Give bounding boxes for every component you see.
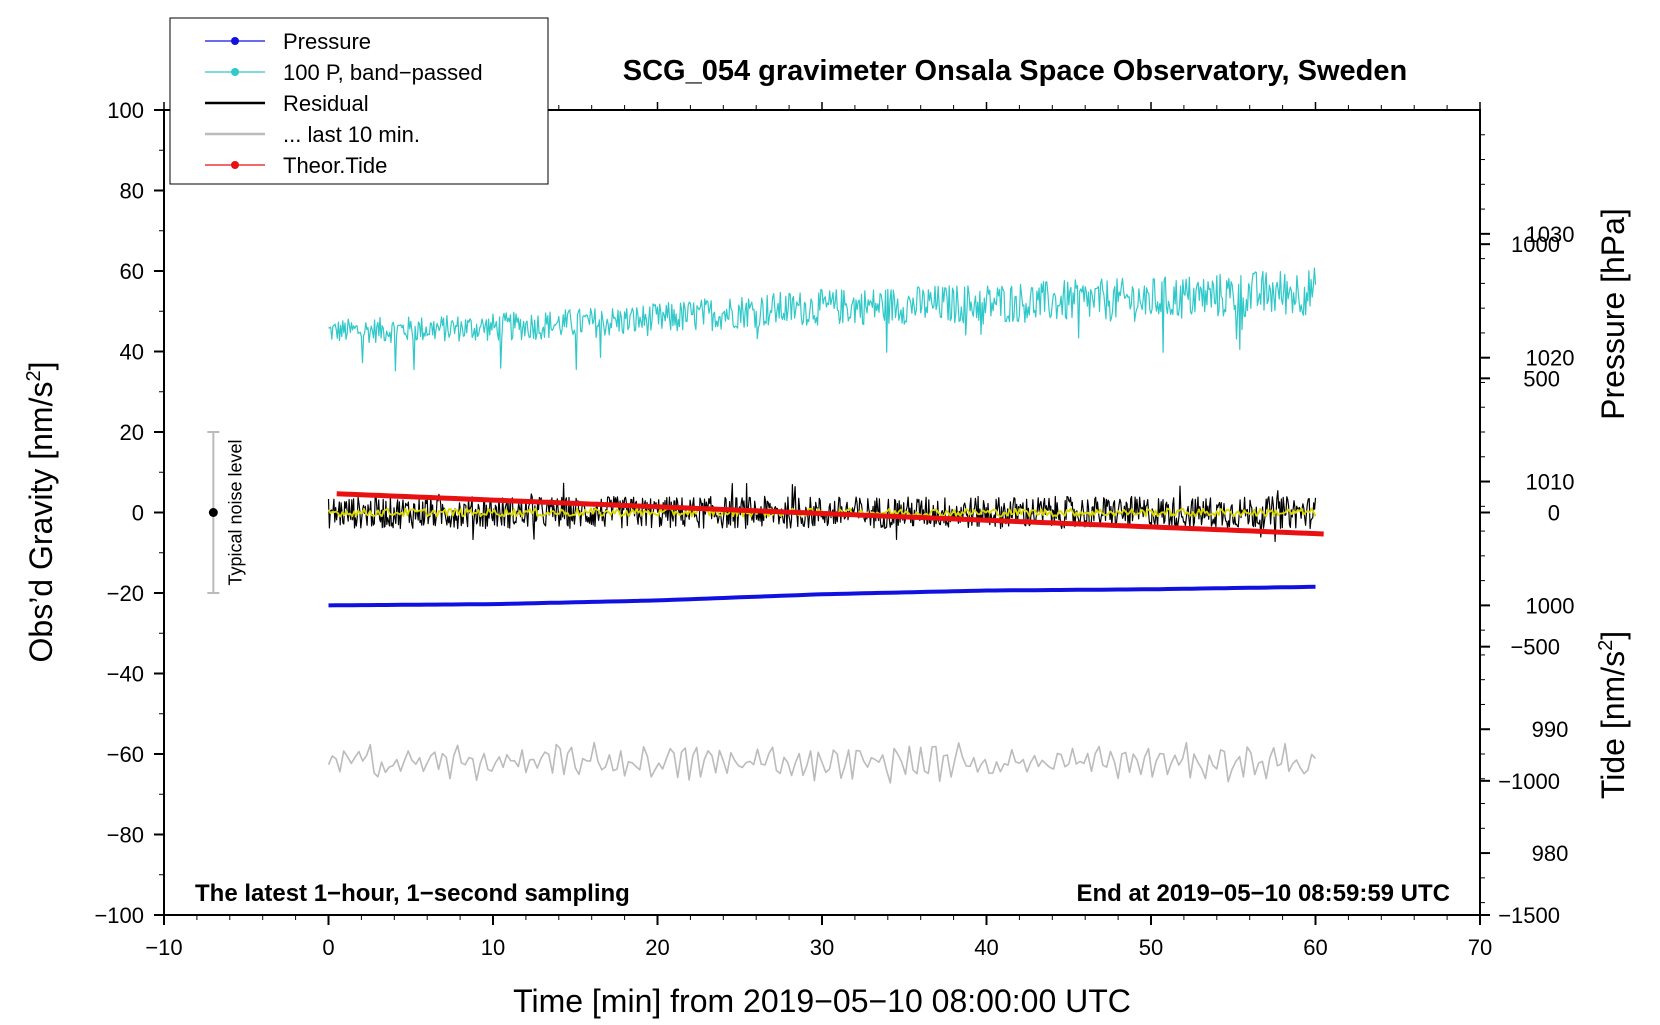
pressure-tick-label: 990 <box>1532 717 1569 742</box>
noise-level-indicator: Typical noise level <box>207 431 245 594</box>
tide-tick-label: 1000 <box>1511 232 1560 257</box>
y-left-tick-label: 100 <box>107 98 144 123</box>
y-left-tick-label: −60 <box>107 742 144 767</box>
x-tick-label: 20 <box>645 935 669 960</box>
annotation-sampling: The latest 1−hour, 1−second sampling <box>195 880 630 907</box>
legend-label: Pressure <box>283 29 371 54</box>
legend-label: ... last 10 min. <box>283 122 420 147</box>
y-left-tick-label: 80 <box>120 179 144 204</box>
series-line-residual-smoothed <box>327 507 1317 518</box>
legend-item: ... last 10 min. <box>205 122 420 147</box>
y-left-tick-label: −20 <box>107 581 144 606</box>
y-axis-title-tide-sup: 2 <box>1595 640 1617 651</box>
y-axis-title-left-tail: ] <box>23 362 59 371</box>
pressure-tick-label: 1000 <box>1526 593 1575 618</box>
x-axis-title: Time [min] from 2019−05−10 08:00:00 UTC <box>513 983 1131 1019</box>
tide-tick-label: 500 <box>1523 366 1560 391</box>
annotation-end-time: End at 2019−05−10 08:59:59 UTC <box>1076 880 1450 907</box>
series-line-pressure <box>328 584 1316 608</box>
chart-title: SCG_054 gravimeter Onsala Space Observat… <box>623 55 1407 87</box>
noise-bar-dot <box>208 508 218 517</box>
tide-tick-label: −1000 <box>1498 769 1560 794</box>
y-axis-title-pressure: Pressure [hPa] <box>1595 208 1631 420</box>
tide-tick-label: −1500 <box>1498 903 1560 928</box>
legend: Pressure 100 P, band−passed Residual ... la… <box>169 17 549 185</box>
series-line-100-p-band-passed <box>328 267 1317 372</box>
x-tick-label: −10 <box>145 935 182 960</box>
pressure-tick-label: 1020 <box>1526 346 1575 371</box>
y-left-tick-label: −80 <box>107 823 144 848</box>
y-left-tick-label: 40 <box>120 340 144 365</box>
pressure-tick-label: 1030 <box>1526 222 1575 247</box>
y-left-tick-label: −40 <box>107 662 144 687</box>
series-layer <box>327 267 1324 784</box>
y-axis-title-tide-tail: ] <box>1595 631 1631 640</box>
tick-layer: −10 0 10 20 30 40 50 60 70−100−80−60−40−20020406… <box>94 98 1574 960</box>
x-tick-label: 70 <box>1468 935 1492 960</box>
legend-item: 100 P, band−passed <box>205 60 483 85</box>
legend-swatch-marker <box>231 161 239 169</box>
series-line-last-10-min <box>327 741 1317 784</box>
x-tick-label: 60 <box>1303 935 1327 960</box>
y-axis-title-left: Obs’d Gravity [nm/s2] <box>23 362 59 663</box>
x-tick-label: 10 <box>481 935 505 960</box>
legend-box <box>169 17 549 185</box>
legend-label: 100 P, band−passed <box>283 60 483 85</box>
series-line-theor-tide <box>336 491 1324 537</box>
x-tick-label: 30 <box>810 935 834 960</box>
legend-item: Pressure <box>205 29 371 54</box>
y-left-tick-label: 60 <box>120 259 144 284</box>
legend-label: Residual <box>283 91 369 116</box>
legend-label: Theor.Tide <box>283 153 387 178</box>
pressure-tick-label: 1010 <box>1526 470 1575 495</box>
legend-item: Residual <box>205 91 369 116</box>
tide-tick-label: 0 <box>1548 501 1560 526</box>
noise-bar-label: Typical noise level <box>225 439 245 585</box>
pressure-tick-label: 980 <box>1532 841 1569 866</box>
legend-swatch-marker <box>231 68 239 76</box>
legend-swatch-marker <box>231 37 239 45</box>
x-tick-label: 50 <box>1139 935 1163 960</box>
x-tick-label: 40 <box>974 935 998 960</box>
tide-tick-label: −500 <box>1510 635 1560 660</box>
y-left-tick-label: −100 <box>94 903 144 928</box>
y-left-tick-label: 20 <box>120 420 144 445</box>
x-tick-label: 0 <box>322 935 334 960</box>
y-axis-title-tide-main: Tide [nm/s <box>1595 651 1631 799</box>
y-axis-title-left-sup: 2 <box>23 370 45 381</box>
y-left-tick-label: 0 <box>132 501 144 526</box>
y-axis-title-tide: Tide [nm/s2] <box>1595 631 1631 799</box>
legend-item: Theor.Tide <box>205 153 387 178</box>
y-axis-title-left-main: Obs’d Gravity [nm/s <box>23 382 59 663</box>
